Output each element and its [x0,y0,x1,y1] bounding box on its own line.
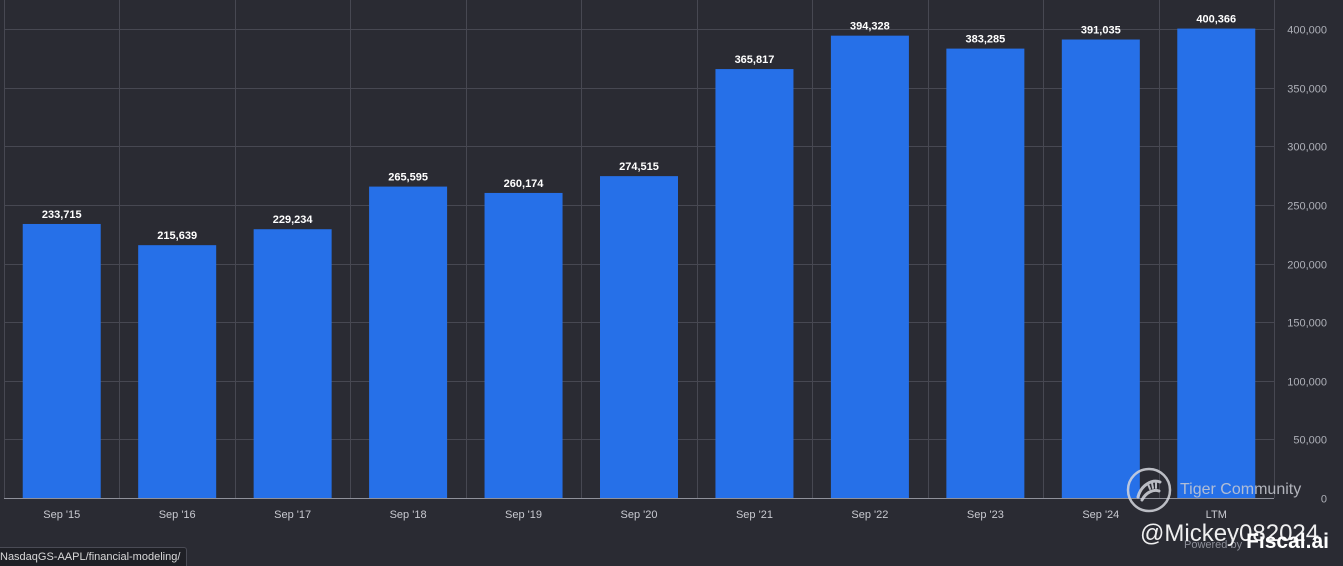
bars [22,28,1256,499]
x-tick-label: Sep '22 [851,509,888,521]
tiger-community-text: Tiger Community [1180,481,1302,498]
x-tick-label: Sep '18 [390,509,427,521]
bar[interactable] [830,35,909,498]
x-tick-label: LTM [1206,509,1227,521]
bar[interactable] [946,48,1025,499]
tiger-community-watermark: Tiger Community [1126,467,1301,513]
fiscal-ai-logo: Fiscal.ai [1246,530,1329,553]
bar[interactable] [484,192,563,498]
bar-value-label: 215,639 [157,230,197,242]
y-tick-label: 250,000 [1287,201,1327,213]
bar-value-label: 260,174 [504,178,545,190]
bar-value-label: 383,285 [965,34,1005,46]
powered-by-text: Powered by [1184,539,1243,551]
bar-value-label: 274,515 [619,161,659,173]
bar-value-label: 394,328 [850,21,890,33]
bar[interactable] [253,229,332,498]
bar[interactable] [600,176,678,498]
x-tick-label: Sep '15 [43,509,80,521]
y-tick-label: 350,000 [1287,84,1327,96]
bar-value-label: 265,595 [388,172,428,184]
y-axis: 0 50,000 100,000 150,000 200,000 250,000 300,0… [1287,25,1327,506]
y-tick-label: 100,000 [1287,377,1327,389]
bar[interactable] [1177,28,1256,499]
data-labels: 233,715 215,639 229,234 265,595 260,174 274,5… [42,14,1236,243]
bar[interactable] [369,186,448,499]
y-tick-label: 50,000 [1293,435,1327,447]
y-tick-label: 400,000 [1287,25,1327,37]
powered-by-badge: Powered by Fiscal.ai [1184,530,1329,554]
tiger-logo-icon [1126,467,1172,513]
bar-value-label: 229,234 [273,214,314,226]
x-tick-label: Sep '16 [159,509,196,521]
x-axis: Sep '15 Sep '16 Sep '17 Sep '18 Sep '19 Sep '… [4,498,1274,521]
bar-value-label: 391,035 [1081,25,1121,37]
x-tick-label: Sep '17 [274,509,311,521]
y-tick-label: 300,000 [1287,142,1327,154]
bar[interactable] [715,69,794,499]
bar-value-label: 233,715 [42,209,82,221]
y-tick-label: 0 [1321,494,1327,506]
user-handle-watermark: @Mickey082024 [1140,520,1320,547]
bar[interactable] [1061,39,1140,498]
x-tick-label: Sep '23 [967,509,1004,521]
y-tick-label: 200,000 [1287,260,1327,272]
y-tick-label: 150,000 [1287,318,1327,330]
bar-value-label: 365,817 [735,54,775,66]
bar-value-label: 400,366 [1196,14,1236,26]
bar[interactable] [138,245,217,498]
x-tick-label: Sep '20 [621,509,658,521]
x-tick-label: Sep '24 [1082,509,1119,521]
status-bar-url: NasdaqGS-AAPL/financial-modeling/ [0,547,188,566]
bar[interactable] [22,223,101,498]
x-tick-label: Sep '19 [505,509,542,521]
x-tick-label: Sep '21 [736,509,773,521]
